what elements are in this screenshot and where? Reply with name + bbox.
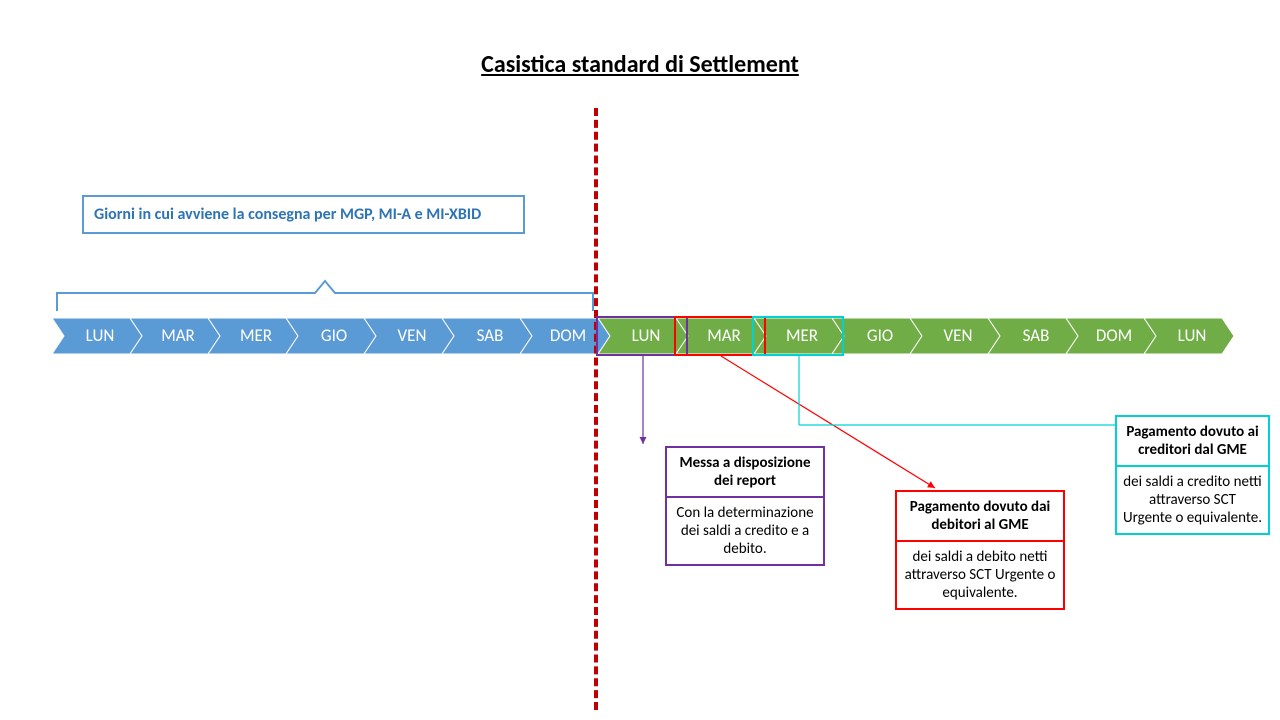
- callout-debtor-body: dei saldi a debito netti attraverso SCT …: [895, 542, 1065, 610]
- callout-creditor-payment: Pagamento dovuto ai creditori dal GME de…: [1115, 415, 1270, 535]
- callout-creditor-body: dei saldi a credito netti attraverso SCT…: [1115, 467, 1270, 535]
- connectors: [0, 0, 1280, 720]
- callout-creditor-head: Pagamento dovuto ai creditori dal GME: [1115, 415, 1270, 467]
- callout-debtor-head: Pagamento dovuto dai debitori al GME: [895, 490, 1065, 542]
- callout-report-body: Con la determinazione dei saldi a credit…: [665, 498, 825, 566]
- callout-report: Messa a disposizione dei report Con la d…: [665, 446, 825, 566]
- callout-debtor-payment: Pagamento dovuto dai debitori al GME dei…: [895, 490, 1065, 610]
- callout-report-head: Messa a disposizione dei report: [665, 446, 825, 498]
